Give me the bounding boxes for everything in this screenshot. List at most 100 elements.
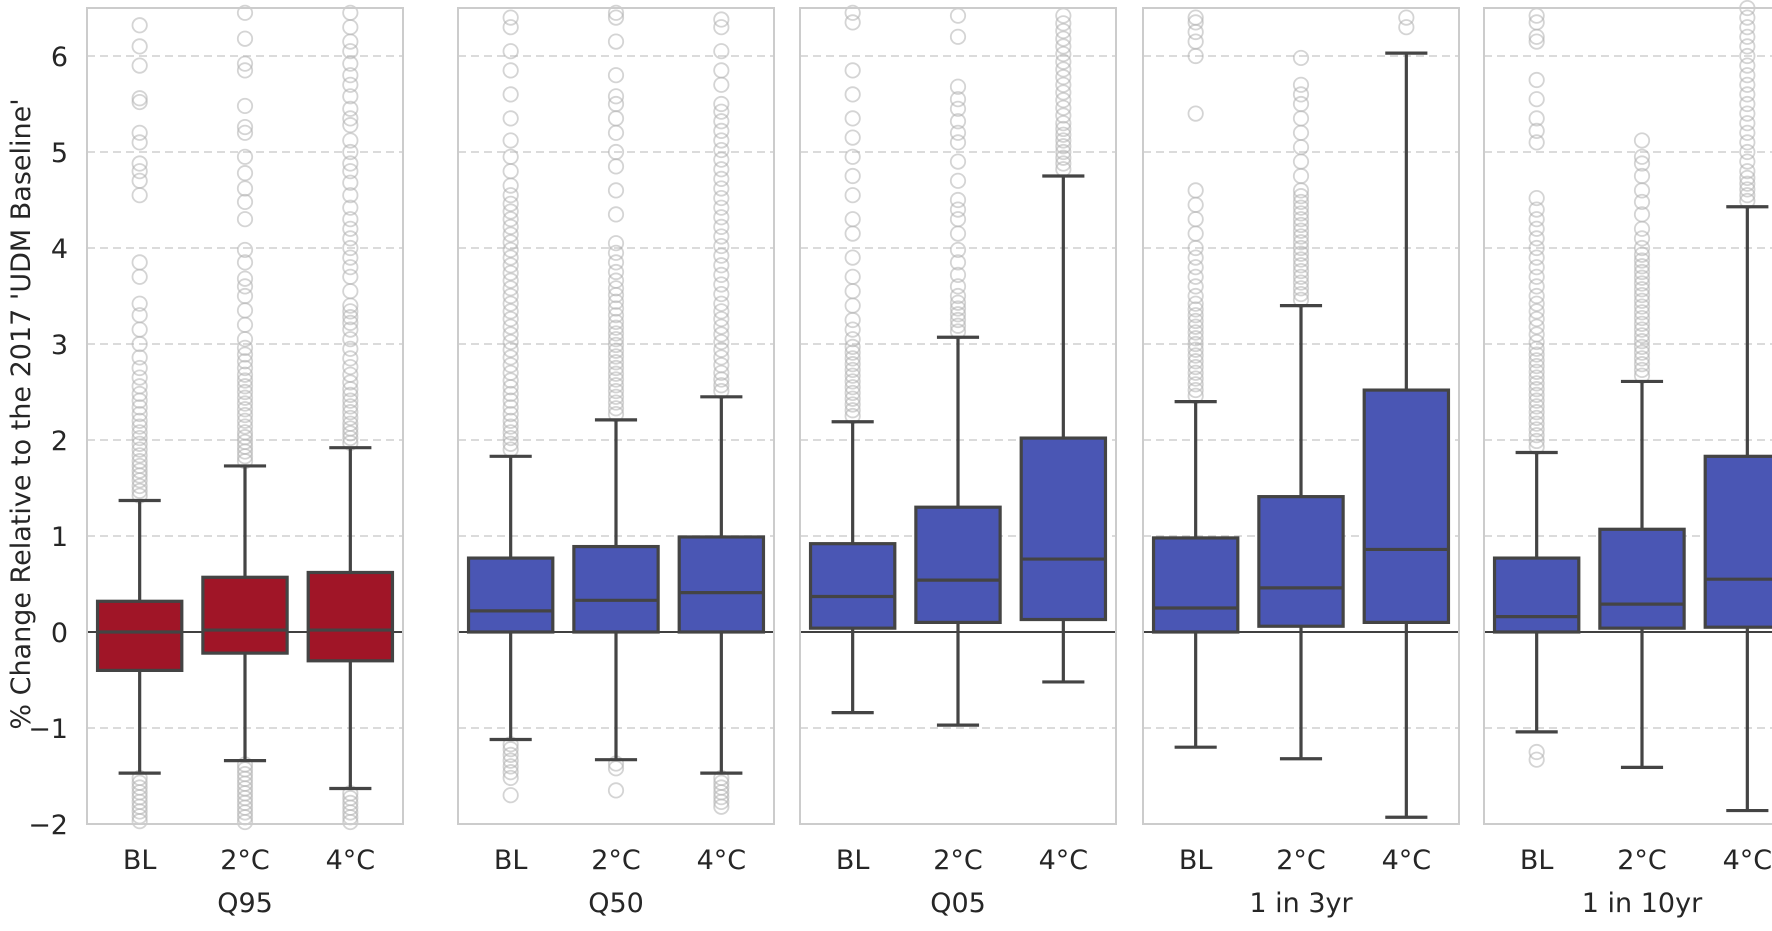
outlier-point	[949, 153, 967, 170]
outlier-point	[713, 349, 730, 366]
outlier-point	[236, 165, 254, 182]
outlier-point	[1633, 206, 1651, 223]
outlier-point	[1187, 249, 1204, 266]
outlier-point	[502, 195, 519, 212]
outlier-point	[1187, 318, 1204, 335]
outlier-point	[607, 359, 625, 377]
outlier-point	[949, 7, 967, 24]
box-q05-0	[808, 4, 897, 715]
outlier-point	[949, 225, 967, 242]
outlier-point	[1292, 153, 1310, 170]
outlier-point	[1739, 143, 1756, 161]
outlier-point	[502, 9, 519, 26]
x-tick-label: BL	[494, 845, 528, 876]
outlier-point	[1187, 312, 1204, 330]
outlier-point	[342, 174, 359, 191]
outlier-point	[1187, 14, 1204, 31]
outlier-point	[1739, 134, 1756, 151]
outlier-point	[1187, 335, 1204, 353]
outlier-point	[1055, 92, 1072, 109]
outlier-point	[713, 209, 730, 226]
outlier-point	[949, 287, 967, 305]
outlier-point	[607, 307, 625, 324]
outlier-point	[713, 341, 730, 358]
outlier-point	[713, 95, 730, 113]
outlier-point	[131, 187, 148, 204]
outlier-point	[131, 57, 148, 74]
outlier-point	[342, 804, 359, 821]
outlier-point	[502, 412, 519, 429]
outlier-point	[949, 191, 967, 209]
outlier-point	[502, 148, 519, 165]
outlier-point	[236, 97, 254, 115]
outlier-point	[131, 441, 148, 458]
outlier-point	[131, 321, 148, 338]
outlier-point	[1292, 239, 1310, 257]
outlier-point	[342, 386, 359, 403]
outlier-point	[131, 477, 148, 495]
outlier-point	[1398, 9, 1415, 26]
outlier-point	[1055, 149, 1072, 166]
outlier-point	[342, 33, 359, 50]
outlier-point	[1528, 352, 1545, 369]
outlier-point	[1633, 315, 1651, 332]
outlier-point	[844, 373, 861, 390]
outlier-point	[1528, 751, 1545, 768]
outlier-point	[131, 38, 148, 55]
x-tick-label: 4°C	[1039, 845, 1089, 876]
x-tick-label: 4°C	[1382, 845, 1432, 876]
outlier-point	[1187, 353, 1204, 370]
outlier-point	[1528, 268, 1545, 285]
outlier-point	[131, 457, 148, 475]
outlier-point	[607, 342, 625, 359]
outlier-point	[131, 385, 148, 403]
outlier-point	[502, 758, 519, 775]
outlier-point	[949, 91, 967, 108]
outlier-point	[1292, 285, 1310, 303]
outlier-point	[713, 257, 730, 274]
outlier-point	[1398, 19, 1415, 36]
outlier-point	[1633, 304, 1651, 321]
outlier-point	[1633, 239, 1651, 257]
iqr-box	[306, 570, 395, 663]
outlier-point	[607, 88, 625, 105]
outlier-point	[949, 317, 967, 334]
outlier-point	[236, 366, 254, 383]
outlier-point	[1528, 134, 1545, 151]
outlier-point	[342, 392, 359, 409]
outlier-point	[342, 321, 359, 338]
outlier-point	[1528, 363, 1545, 380]
outlier-point	[713, 793, 730, 811]
outlier-point	[1055, 126, 1072, 143]
outlier-point	[844, 402, 861, 419]
outlier-point	[1528, 357, 1545, 375]
outlier-point	[1187, 225, 1204, 242]
outlier-point	[1739, 175, 1756, 192]
outlier-point	[502, 226, 519, 243]
outlier-point	[1633, 275, 1651, 292]
outlier-point	[607, 365, 625, 382]
outlier-point	[607, 235, 625, 252]
outlier-point	[949, 100, 967, 117]
outlier-point	[1187, 370, 1204, 387]
outlier-point	[502, 187, 519, 204]
outlier-point	[1292, 188, 1310, 205]
outlier-point	[1292, 211, 1310, 228]
outlier-point	[713, 76, 730, 93]
outlier-point	[1292, 205, 1310, 222]
outlier-point	[607, 158, 625, 175]
outlier-point	[131, 429, 148, 447]
outlier-point	[1528, 239, 1545, 257]
outlier-point	[844, 384, 861, 402]
outlier-point	[607, 394, 625, 411]
outlier-point	[713, 247, 730, 264]
outlier-point	[1292, 251, 1310, 268]
outlier-point	[502, 264, 519, 282]
outlier-point	[502, 110, 519, 127]
outlier-point	[502, 257, 519, 274]
outlier-point	[1187, 376, 1204, 393]
outlier-point	[949, 311, 967, 329]
outlier-point	[844, 268, 861, 285]
x-tick-label: 2°C	[220, 845, 270, 876]
outlier-point	[1292, 280, 1310, 297]
